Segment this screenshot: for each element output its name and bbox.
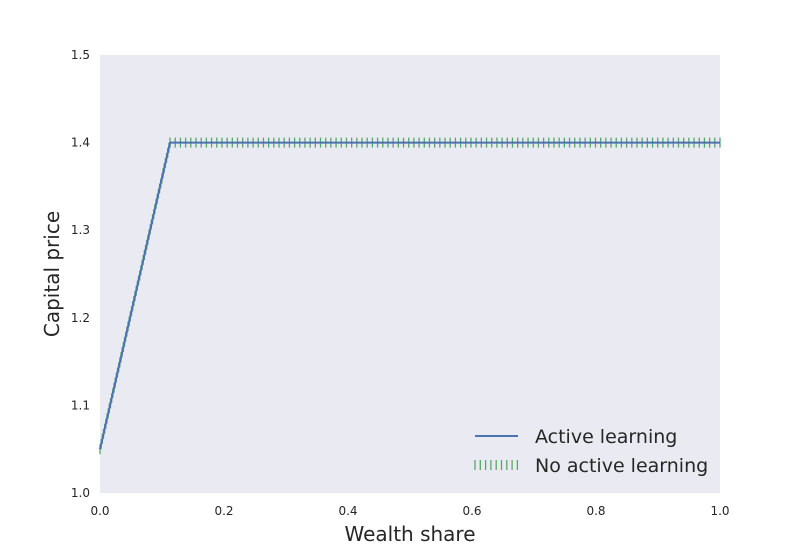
x-tick-label: 0.4 [338,504,357,518]
x-tick-label: 0.2 [214,504,233,518]
y-axis-ticks: 1.0 1.1 1.2 1.3 1.4 1.5 [71,48,90,500]
y-tick-label: 1.4 [71,136,90,150]
y-axis-label: Capital price [40,211,64,337]
y-tick-label: 1.1 [71,398,90,412]
x-tick-label: 0.6 [462,504,481,518]
x-tick-label: 0.8 [586,504,605,518]
legend-swatch-no-active-learning [474,460,519,470]
y-tick-label: 1.0 [71,486,90,500]
y-tick-label: 1.5 [71,48,90,62]
legend-label-active-learning: Active learning [535,426,677,448]
y-tick-label: 1.3 [71,223,90,237]
legend-label-no-active-learning: No active learning [535,455,708,477]
series-active-learning-line [99,141,720,450]
legend: Active learning No active learning [474,426,708,477]
plot-area [100,55,720,493]
series-layer [99,137,721,455]
x-tick-label: 0.0 [90,504,109,518]
x-axis-ticks: 0.0 0.2 0.4 0.6 0.8 1.0 [90,504,729,518]
x-axis-label: Wealth share [344,522,475,546]
x-tick-label: 1.0 [710,504,729,518]
y-tick-label: 1.2 [71,311,90,325]
